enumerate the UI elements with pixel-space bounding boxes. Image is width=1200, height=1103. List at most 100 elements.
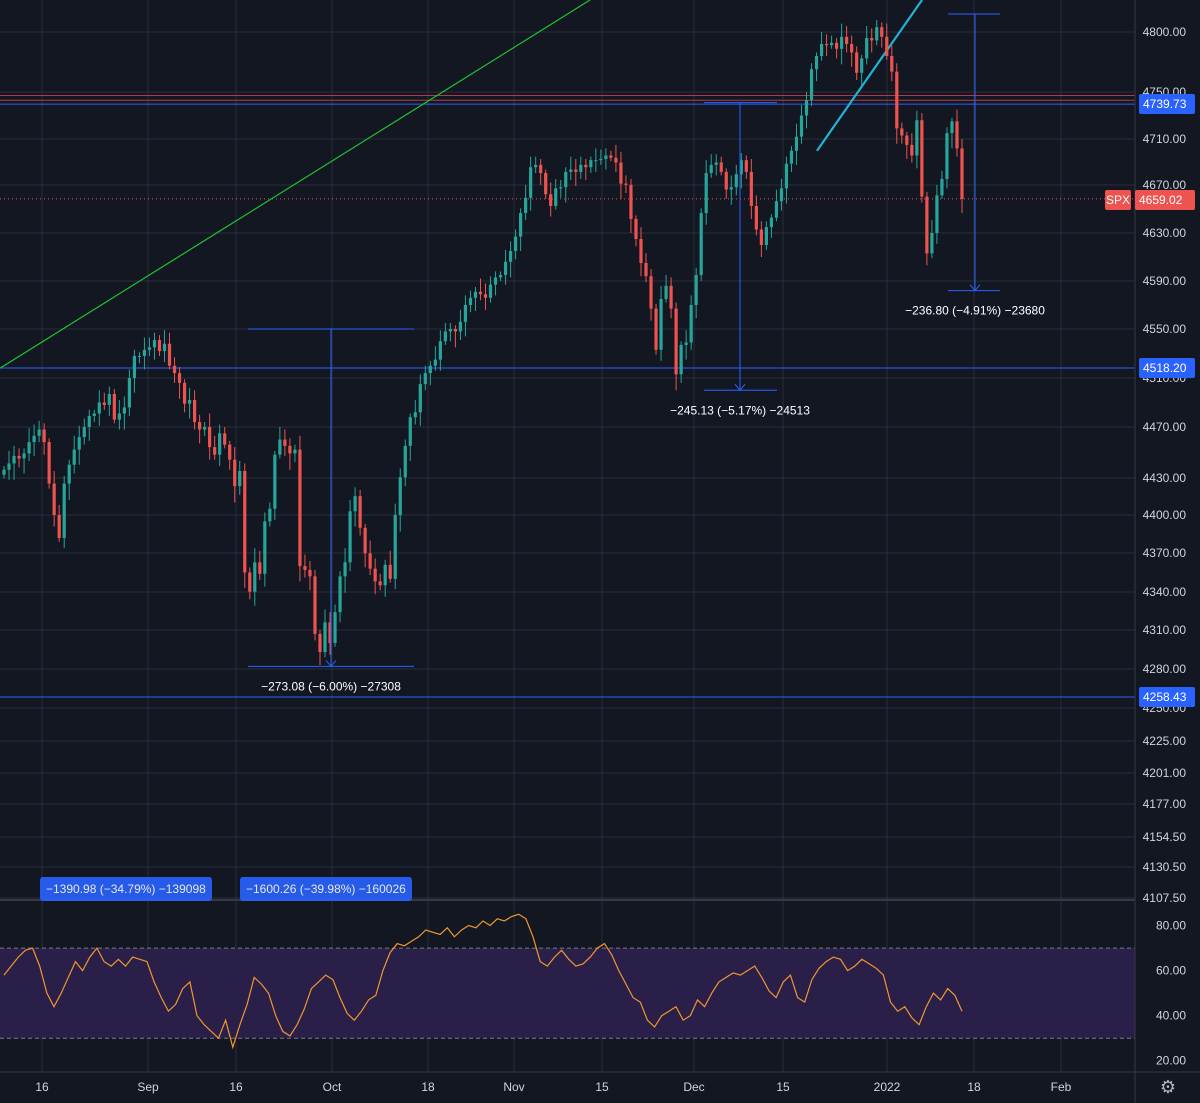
indicator-tick-label: 80.00 bbox=[1156, 919, 1186, 933]
candle-body bbox=[488, 284, 493, 298]
candle-body bbox=[739, 160, 743, 175]
candle-body bbox=[223, 433, 227, 445]
candle-body bbox=[132, 355, 137, 378]
candle-body bbox=[187, 400, 192, 404]
candle-body bbox=[624, 183, 628, 185]
candle-body bbox=[22, 453, 26, 459]
candle-body bbox=[478, 291, 483, 295]
cyan-trend-line bbox=[816, 0, 923, 152]
candle-body bbox=[559, 187, 563, 189]
candle-body bbox=[368, 553, 372, 569]
candle-body bbox=[243, 471, 247, 573]
candle-body bbox=[629, 184, 633, 219]
indicator-band-fill bbox=[0, 948, 1135, 1039]
candle-body bbox=[137, 355, 142, 357]
candle-body bbox=[674, 308, 678, 375]
price-tick-label: 4630.00 bbox=[1143, 226, 1187, 240]
candle-body bbox=[609, 155, 613, 158]
candle-body bbox=[27, 442, 31, 454]
price-tick-label: 4710.00 bbox=[1143, 132, 1187, 146]
price-tick-label: 4470.00 bbox=[1143, 420, 1187, 434]
candle-body bbox=[880, 27, 884, 37]
candle-body bbox=[764, 227, 768, 245]
candle-body bbox=[789, 150, 794, 164]
candle-body bbox=[102, 402, 106, 405]
candle-body bbox=[729, 187, 733, 190]
candle-body bbox=[704, 173, 708, 214]
price-tick-label: 4177.00 bbox=[1143, 797, 1187, 811]
candle-body bbox=[654, 308, 658, 350]
candle-body bbox=[584, 164, 588, 168]
candle-body bbox=[418, 384, 422, 413]
candle-body bbox=[328, 622, 332, 643]
candle-body bbox=[664, 285, 668, 299]
candle-body bbox=[589, 160, 593, 168]
candle-body bbox=[749, 171, 753, 206]
candle-body bbox=[388, 564, 392, 579]
candle-body bbox=[503, 261, 508, 275]
candle-body bbox=[649, 276, 653, 309]
candle-body bbox=[534, 164, 538, 168]
candle-body bbox=[684, 342, 688, 345]
candle-body bbox=[147, 347, 152, 350]
candle-body bbox=[52, 483, 56, 515]
time-tick-label: 16 bbox=[229, 1080, 243, 1094]
candle-body bbox=[514, 236, 518, 251]
level-price-badge: 4739.73 bbox=[1139, 94, 1195, 115]
candle-body bbox=[273, 454, 277, 509]
price-tick-label: 4550.00 bbox=[1143, 322, 1187, 336]
candle-body bbox=[769, 217, 774, 228]
candle-body bbox=[734, 174, 738, 188]
candle-body bbox=[423, 373, 427, 385]
candle-body bbox=[604, 155, 608, 159]
candle-body bbox=[524, 197, 528, 214]
candle-body bbox=[579, 164, 583, 172]
candle-body bbox=[338, 576, 342, 613]
candle-body bbox=[724, 171, 728, 190]
price-tick-label: 4800.00 bbox=[1143, 25, 1187, 39]
candle-body bbox=[915, 120, 919, 156]
candle-body bbox=[308, 569, 312, 577]
time-tick-label: 18 bbox=[421, 1080, 435, 1094]
candle-body bbox=[945, 133, 949, 179]
candle-body bbox=[639, 239, 643, 263]
time-tick-label: Dec bbox=[683, 1080, 704, 1094]
candle-body bbox=[398, 477, 402, 515]
candle-body bbox=[177, 373, 182, 383]
candle-body bbox=[2, 469, 6, 475]
candle-body bbox=[218, 433, 222, 455]
time-tick-label: Nov bbox=[503, 1080, 524, 1094]
candle-body bbox=[714, 162, 718, 165]
price-tick-label: 4201.00 bbox=[1143, 766, 1187, 780]
indicator-band bbox=[0, 947, 1135, 1039]
candle-body bbox=[438, 341, 442, 360]
candle-body bbox=[774, 201, 779, 218]
candle-body bbox=[248, 572, 252, 592]
time-tick-label: 2022 bbox=[874, 1080, 901, 1094]
candle-body bbox=[408, 417, 412, 446]
candle-body bbox=[57, 515, 61, 538]
candle-body bbox=[539, 164, 543, 174]
long-range-measure-1[interactable]: −1390.98 (−34.79%) −139098 bbox=[40, 877, 212, 901]
gear-icon[interactable]: ⚙ bbox=[1159, 1077, 1177, 1097]
candle-body bbox=[468, 297, 473, 305]
candle-body bbox=[900, 128, 904, 136]
candle-body bbox=[784, 163, 789, 189]
price-tick-label: 4590.00 bbox=[1143, 274, 1187, 288]
candle-body bbox=[303, 566, 307, 570]
candles bbox=[2, 20, 964, 666]
candle-body bbox=[393, 515, 397, 579]
candle-body bbox=[885, 36, 889, 56]
trend-lines bbox=[0, 0, 923, 369]
candle-body bbox=[228, 444, 232, 460]
candle-body bbox=[358, 496, 362, 528]
candle-body bbox=[599, 158, 603, 161]
price-tick-label: 4400.00 bbox=[1143, 508, 1187, 522]
candle-body bbox=[458, 321, 463, 332]
candle-body bbox=[323, 622, 327, 653]
long-range-measure-2[interactable]: −1600.26 (−39.98%) −160026 bbox=[240, 877, 412, 901]
candle-body bbox=[669, 285, 673, 309]
candle-body bbox=[614, 157, 618, 163]
